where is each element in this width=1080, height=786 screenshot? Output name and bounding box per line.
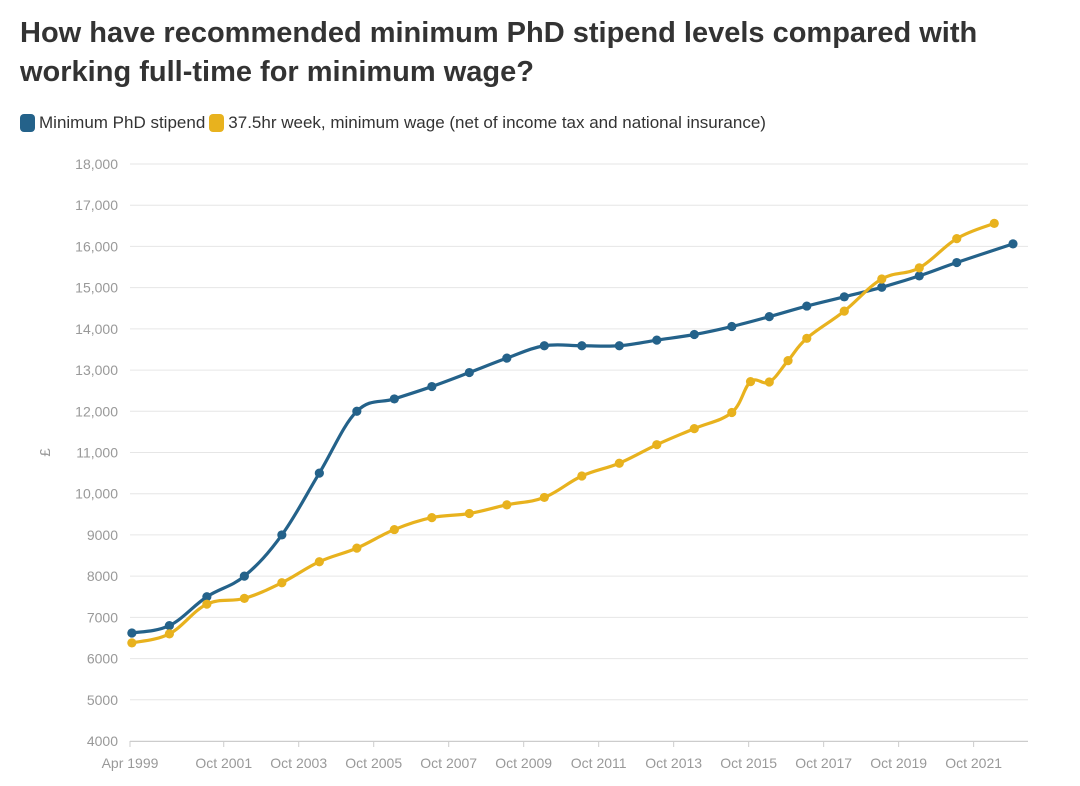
data-point-minimum-wage [614, 458, 624, 468]
y-tick-label: 5000 [87, 692, 118, 708]
x-tick-label: Oct 2005 [345, 755, 402, 771]
data-point-minimum-wage [952, 233, 962, 244]
x-tick-label: Oct 2017 [795, 755, 852, 771]
legend-label-minimum-wage: 37.5hr week, minimum wage (net of income… [228, 113, 766, 132]
data-point-minimum-wage [427, 513, 437, 523]
data-point-minimum-wage [464, 508, 474, 519]
data-point-minimum-wage [989, 218, 999, 228]
y-tick-label: 12,000 [75, 403, 118, 419]
data-point-stipend [577, 341, 587, 351]
data-point-minimum-wage [652, 440, 662, 450]
data-point-minimum-wage [764, 377, 774, 387]
legend-swatch-stipend [20, 114, 35, 132]
data-point-minimum-wage [727, 407, 737, 418]
data-point-stipend [314, 468, 324, 478]
data-point-minimum-wage [802, 333, 812, 343]
x-tick-label: Oct 2011 [571, 755, 627, 771]
data-point-stipend [239, 571, 249, 581]
y-tick-label: 17,000 [75, 197, 118, 213]
data-point-stipend [614, 341, 624, 351]
x-tick-label: Oct 2015 [720, 755, 777, 771]
data-point-stipend [464, 367, 474, 378]
y-tick-label: 10,000 [75, 486, 118, 502]
legend: Minimum PhD stipend 37.5hr week, minimum… [20, 110, 770, 136]
data-point-stipend [727, 321, 737, 332]
data-point-minimum-wage [502, 500, 512, 510]
chart-title: How have recommended minimum PhD stipend… [20, 17, 978, 88]
data-point-stipend [502, 353, 512, 363]
data-point-minimum-wage [577, 471, 587, 481]
data-point-stipend [652, 335, 662, 345]
x-tick-label: Oct 2003 [270, 755, 327, 771]
y-tick-label: 14,000 [75, 321, 118, 337]
data-point-minimum-wage [239, 593, 249, 603]
series-line-stipend [130, 242, 1015, 635]
data-point-minimum-wage [277, 578, 287, 588]
y-axis-label: £ [37, 448, 54, 457]
data-point-minimum-wage [914, 263, 924, 273]
x-tick-label: Apr 1999 [102, 755, 159, 771]
x-tick-label: Oct 2021 [945, 755, 1002, 771]
data-point-stipend [202, 592, 212, 602]
y-tick-label: 7000 [87, 609, 118, 625]
y-tick-label: 16,000 [75, 238, 118, 254]
x-tick-label: Oct 2001 [195, 755, 252, 771]
data-point-minimum-wage [127, 638, 137, 648]
x-tick-label: Oct 2009 [495, 755, 552, 771]
data-point-minimum-wage [877, 274, 887, 284]
data-point-minimum-wage [839, 306, 849, 316]
data-point-stipend [277, 530, 287, 540]
legend-item-minimum-wage[interactable]: 37.5hr week, minimum wage (net of income… [209, 113, 766, 133]
data-point-stipend [164, 621, 174, 631]
series-line-minimum-wage [130, 221, 996, 645]
y-tick-label: 8000 [87, 568, 118, 584]
data-point-minimum-wage [164, 629, 174, 639]
data-point-stipend [877, 282, 887, 292]
data-point-stipend [1008, 239, 1018, 249]
y-tick-label: 13,000 [75, 362, 118, 378]
y-tick-label: 15,000 [75, 280, 118, 296]
y-tick-label: 6000 [87, 651, 118, 667]
y-tick-label: 11,000 [76, 445, 118, 461]
data-point-stipend [127, 628, 137, 638]
data-point-stipend [952, 257, 962, 268]
x-tick-label: Oct 2007 [420, 755, 477, 771]
legend-item-stipend[interactable]: Minimum PhD stipend [20, 113, 205, 133]
y-tick-label: 9000 [87, 527, 118, 543]
data-point-minimum-wage [539, 492, 549, 503]
x-tick-label: Oct 2019 [870, 755, 927, 771]
y-tick-label: 18,000 [75, 156, 118, 172]
data-point-stipend [352, 406, 362, 416]
data-point-stipend [914, 271, 924, 281]
data-point-minimum-wage [389, 524, 399, 535]
data-point-stipend [839, 292, 849, 302]
data-point-stipend [802, 301, 812, 311]
data-point-minimum-wage [352, 543, 362, 553]
data-point-minimum-wage [745, 377, 756, 387]
x-tick-label: Oct 2013 [645, 755, 702, 771]
data-point-stipend [389, 394, 399, 404]
data-point-minimum-wage [314, 557, 324, 567]
data-point-stipend [539, 341, 549, 351]
data-point-minimum-wage [202, 599, 212, 609]
data-point-stipend [689, 329, 699, 340]
data-point-minimum-wage [689, 423, 699, 434]
legend-label-stipend: Minimum PhD stipend [39, 113, 206, 132]
data-point-minimum-wage [783, 355, 793, 366]
legend-swatch-minimum-wage [209, 114, 225, 132]
y-tick-label: 4000 [87, 733, 118, 749]
data-point-stipend [764, 312, 774, 322]
data-point-stipend [427, 381, 437, 392]
